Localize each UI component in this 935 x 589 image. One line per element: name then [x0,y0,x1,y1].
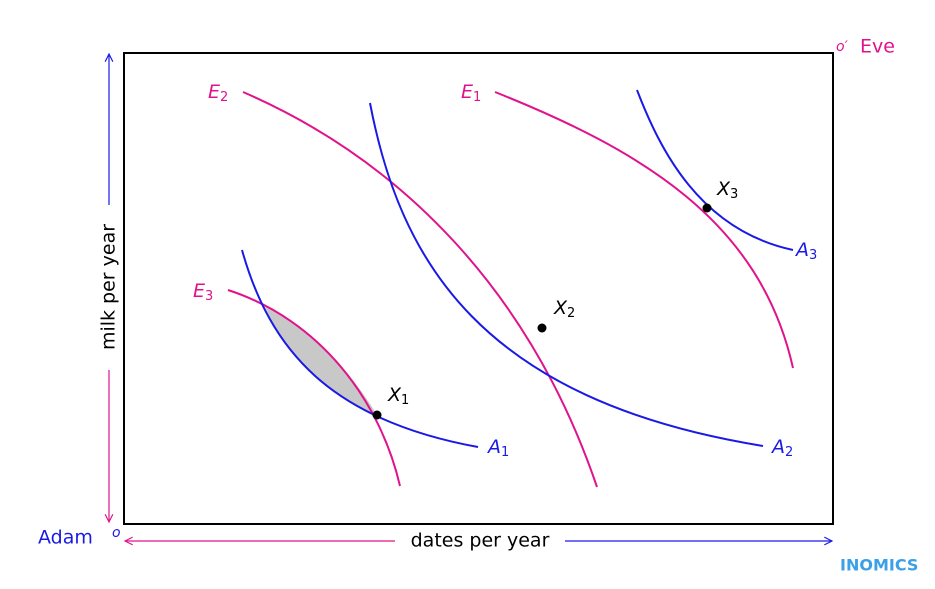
x-axis-label: dates per year [411,530,550,552]
curve-label: E2 [208,81,228,105]
letter: E [193,280,205,302]
eve-indifference-curve [242,91,598,488]
point [537,323,547,333]
letter: X [553,297,568,319]
subscript: 2 [567,306,575,321]
brand: INOMICS [840,556,918,575]
curve-label: E3 [193,280,213,304]
point-label: X2 [553,297,575,321]
eve-indifference-curve [227,289,401,487]
subscript: 1 [501,445,509,460]
subscript: 3 [730,187,738,202]
letter: A [794,239,809,261]
letter: X [716,178,731,200]
letter: A [486,436,501,458]
subscript: 2 [785,445,793,460]
subscript: 1 [473,90,481,105]
top-marker: o′ [836,39,849,55]
adam-indifference-curve [636,89,794,251]
top-label: Eve [860,36,895,58]
origin-label: Adam [38,527,93,549]
letter: X [387,384,402,406]
lens-area [265,307,377,415]
curve-label: A3 [794,239,817,263]
eve-indifference-curve [494,91,794,369]
letter: E [208,81,220,103]
curve-label: E1 [461,81,481,105]
subscript: 1 [401,393,409,408]
curve-label: A2 [770,436,793,460]
y-axis-label: milk per year [98,224,120,350]
subscript: 3 [809,248,817,263]
point [372,410,382,420]
point-label: X3 [716,178,738,202]
adam-indifference-curve [241,249,479,448]
subscript: 2 [220,90,228,105]
point-label: X1 [387,384,409,408]
point [702,203,712,213]
adam-indifference-curve [369,102,764,447]
box [123,52,834,525]
origin-marker: o [112,525,121,541]
subscript: 3 [205,289,213,304]
letter: A [770,436,785,458]
curve-label: A1 [486,436,509,460]
letter: E [461,81,473,103]
